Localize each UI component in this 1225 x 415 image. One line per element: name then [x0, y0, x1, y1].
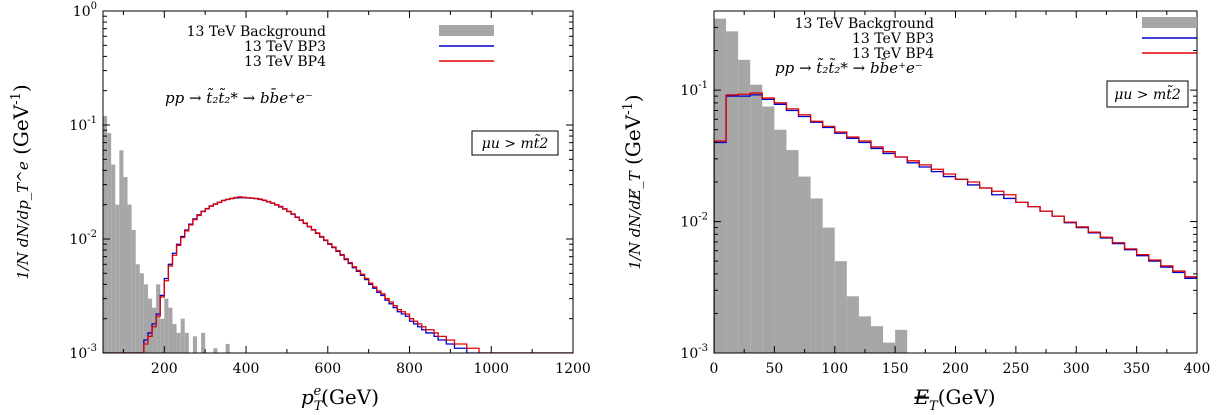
right-bar-13-tev-background — [762, 106, 775, 353]
right-y-tick-label: 10-1 — [680, 80, 708, 99]
left-y-tick-label: 10-3 — [69, 343, 97, 362]
right-legend-label: 13 TeV BP4 — [852, 46, 934, 62]
right-x-tick-label: 350 — [1123, 361, 1150, 377]
left-bar-13-tev-background — [127, 204, 132, 353]
left-bar-13-tev-background — [184, 332, 189, 353]
right-bar-13-tev-background — [870, 326, 884, 353]
right-bar-13-tev-background — [883, 342, 896, 353]
left-bar-13-tev-background — [139, 273, 144, 353]
right-condition-box — [1106, 80, 1189, 108]
right-bar-13-tev-background — [895, 329, 908, 353]
left-bar-13-tev-background — [119, 150, 124, 353]
left-x-tick-label: 600 — [314, 361, 341, 377]
left-bar-13-tev-background — [152, 307, 157, 353]
left-bar-13-tev-background — [180, 318, 185, 353]
left-bar-13-tev-background — [168, 307, 173, 353]
left-x-tick-label: 200 — [151, 361, 178, 377]
left-y-tick-label: 100 — [73, 1, 97, 20]
left-bar-13-tev-background — [176, 332, 181, 353]
left-condition-box — [471, 130, 559, 156]
right-bar-13-tev-background — [714, 18, 727, 353]
right-x-tick-label: 200 — [942, 361, 969, 377]
left-bar-13-tev-background — [111, 164, 116, 353]
left-bar-13-tev-background — [213, 348, 218, 353]
right-bar-13-tev-background — [738, 59, 751, 353]
left-bar-13-tev-background — [115, 204, 120, 353]
right-x-tick-label: 300 — [1063, 361, 1090, 377]
right-y-axis-title: 1/N dN/dE̸_T (GeV-1) — [621, 94, 645, 269]
right-bar-13-tev-background — [786, 150, 799, 353]
left-bar-13-tev-background — [156, 284, 161, 353]
left-bar-13-tev-background — [135, 264, 140, 353]
left-bar-13-tev-background — [160, 318, 165, 353]
right-legend-label: 13 TeV BP3 — [852, 31, 934, 47]
right-x-tick-label: 0 — [710, 361, 719, 377]
left-legend-swatch — [439, 25, 494, 36]
left-bar-13-tev-background — [131, 229, 136, 353]
left-bar-13-tev-background — [164, 298, 169, 353]
left-bar-13-tev-background — [103, 115, 108, 353]
right-bar-13-tev-background — [726, 31, 739, 353]
left-x-axis-title: pTe(GeV) — [301, 384, 379, 414]
right-x-tick-label: 150 — [882, 361, 909, 377]
left-x-tick-label: 800 — [396, 361, 423, 377]
right-bar-13-tev-background — [822, 227, 835, 353]
right-x-tick-label: 250 — [1003, 361, 1030, 377]
right-x-tick-label: 100 — [821, 361, 848, 377]
left-legend-label: 13 TeV Background — [187, 24, 326, 40]
right-x-tick-label: 400 — [1184, 361, 1211, 377]
right-bar-13-tev-background — [750, 84, 763, 353]
left-plot-frame — [102, 10, 574, 354]
left-legend-label: 13 TeV BP3 — [244, 39, 326, 55]
right-series-13-tev-bp4 — [714, 92, 1197, 353]
left-process-annotation: pp → t̃₂t̃₂* → bb̄e⁺e⁻ — [165, 88, 313, 107]
right-legend-swatch — [1142, 17, 1197, 28]
left-y-axis-title: 1/N dN/dp_T^e (GeV-1) — [9, 84, 33, 279]
left-y-tick-label: 10-1 — [69, 115, 97, 134]
right-bar-13-tev-background — [846, 296, 859, 353]
left-bar-13-tev-background — [147, 298, 153, 353]
left-plot-area — [103, 115, 573, 353]
right-bar-13-tev-background — [834, 261, 847, 353]
left-bar-13-tev-background — [201, 332, 206, 353]
right-x-tick-label: 50 — [765, 361, 783, 377]
left-series-13-tev-bp4 — [103, 196, 573, 353]
right-y-tick-label: 10-3 — [680, 343, 708, 362]
left-condition-text: μu > mt̃2 — [482, 133, 549, 152]
right-panel: 0 50 100 150 200 250 300 350 400 10-1 10-2 10-3 13 T… — [621, 10, 1211, 414]
right-bar-13-tev-background — [810, 198, 823, 353]
left-x-tick-label: 1000 — [473, 361, 509, 377]
left-bar-13-tev-background — [172, 323, 177, 353]
right-bar-13-tev-background — [798, 176, 811, 353]
right-condition-text: μu > mt̃2 — [1114, 84, 1181, 103]
left-x-tick-label: 1200 — [555, 361, 591, 377]
left-bar-13-tev-background — [107, 133, 112, 353]
left-bar-13-tev-background — [225, 343, 230, 353]
right-y-tick-label: 10-2 — [680, 212, 708, 231]
right-x-axis-title: ET(GeV) — [913, 385, 995, 414]
left-y-tick-label: 10-2 — [69, 229, 97, 248]
left-x-tick-label: 400 — [233, 361, 260, 377]
right-legend-label: 13 TeV Background — [795, 16, 934, 32]
left-legend-label: 13 TeV BP4 — [244, 54, 326, 70]
left-bar-13-tev-background — [123, 176, 128, 353]
right-bar-13-tev-background — [774, 129, 787, 353]
right-process-annotation: pp → t̃₂t̃₂* → bb̄e⁺e⁻ — [775, 58, 923, 77]
right-bar-13-tev-background — [858, 316, 871, 353]
left-bar-13-tev-background — [143, 284, 148, 353]
right-plot-area — [714, 18, 1197, 353]
left-bar-13-tev-background — [192, 336, 197, 353]
left-panel: 200 400 600 800 1000 1200 100 10-1 10-2 10-3 13 Te… — [9, 1, 591, 414]
